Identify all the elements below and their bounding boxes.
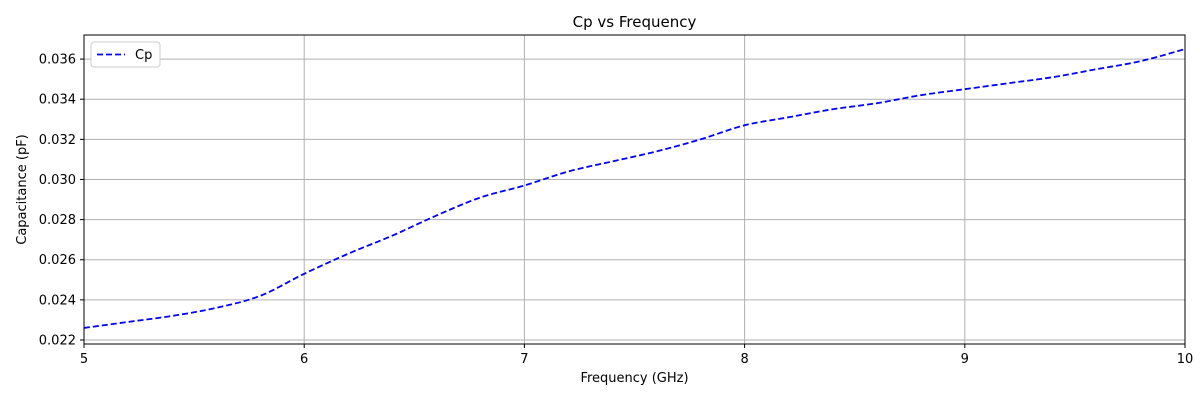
y-tick-label: 0.026 — [39, 253, 76, 268]
legend: Cp — [90, 41, 161, 68]
y-tick-label: 0.028 — [39, 213, 76, 228]
x-tick-label: 5 — [80, 352, 88, 367]
plot-frame — [83, 34, 1186, 345]
y-tick-label: 0.036 — [39, 53, 76, 68]
y-axis-label: Capacitance (pF) — [15, 134, 30, 244]
y-tick-label: 0.024 — [39, 293, 76, 308]
legend-box — [90, 41, 161, 68]
chart-title: Cp vs Frequency — [573, 13, 697, 31]
y-tick-label: 0.034 — [39, 93, 76, 108]
x-tick-label: 6 — [300, 352, 308, 367]
x-axis-label: Frequency (GHz) — [580, 371, 688, 386]
series-line-cp — [83, 48, 1186, 329]
y-tick-label: 0.032 — [39, 133, 76, 148]
series-layer — [83, 48, 1186, 329]
x-tick-label: 7 — [520, 352, 528, 367]
axis-ticks: 5 6 7 8 9 10 0.022 0.024 0.026 0.028 0.030 0.032 0.0… — [39, 53, 1193, 367]
y-tick-label: 0.022 — [39, 333, 76, 348]
x-tick-label: 8 — [740, 352, 748, 367]
legend-label-cp: Cp — [135, 48, 152, 63]
x-tick-label: 10 — [1177, 352, 1194, 367]
x-tick-label: 9 — [961, 352, 969, 367]
y-tick-label: 0.030 — [39, 173, 76, 188]
